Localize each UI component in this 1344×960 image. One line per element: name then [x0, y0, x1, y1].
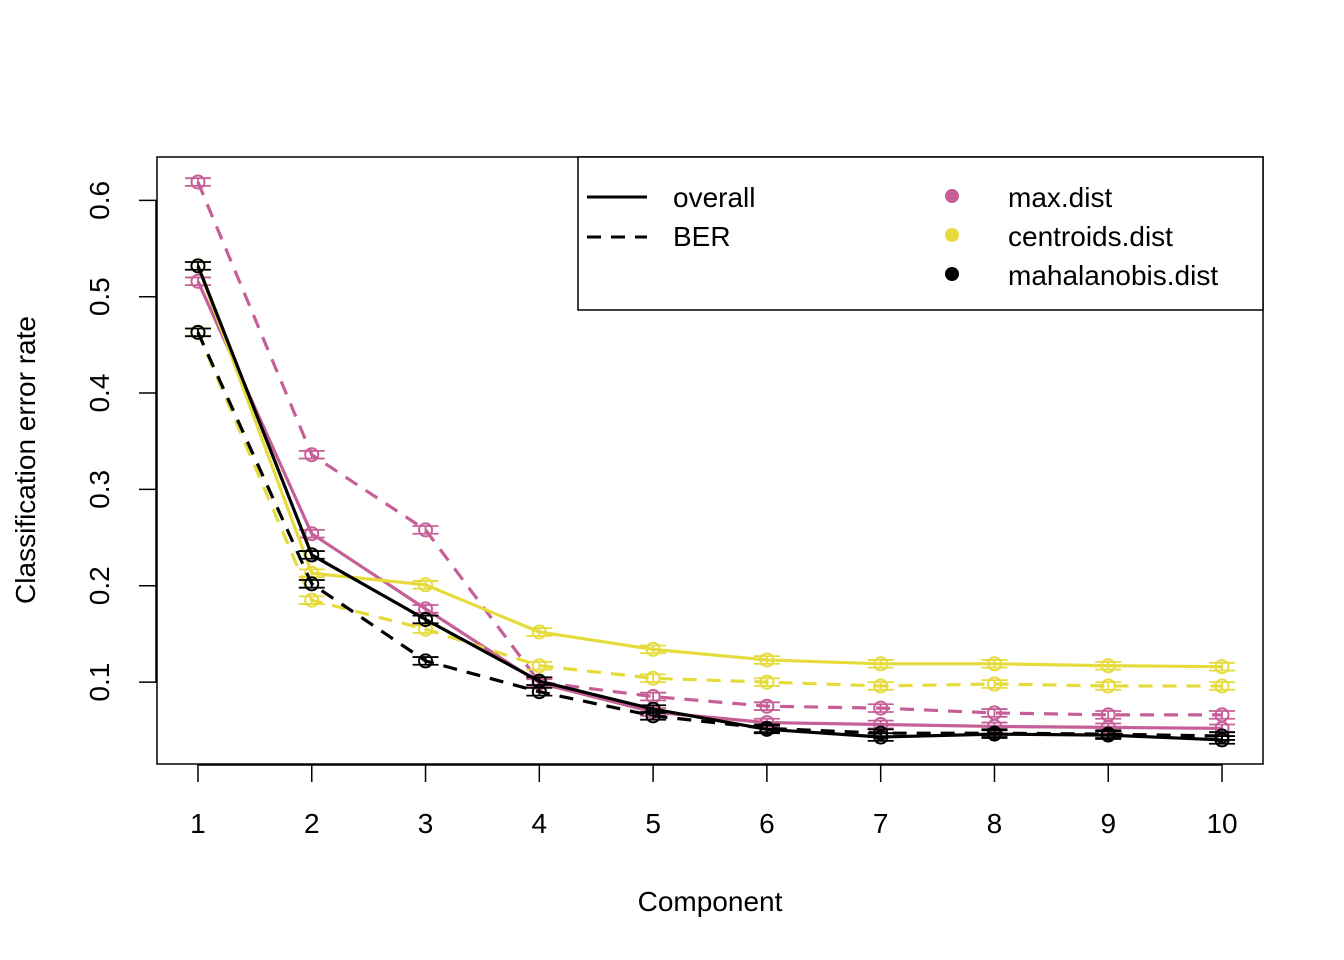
- data-point: [873, 656, 889, 672]
- data-point: [759, 652, 775, 668]
- x-tick-label: 10: [1206, 808, 1237, 839]
- data-point: [759, 720, 775, 736]
- x-tick-label: 1: [190, 808, 206, 839]
- data-point: [418, 653, 434, 669]
- data-point: [986, 676, 1002, 692]
- y-tick-label: 0.3: [84, 470, 115, 509]
- legend-max-dist-dot: [945, 189, 959, 203]
- data-point: [873, 725, 889, 741]
- x-tick-label: 3: [418, 808, 434, 839]
- x-tick-label: 7: [873, 808, 889, 839]
- data-point: [1100, 726, 1116, 742]
- series-line-mahalanobis-dist-overall: [196, 265, 1223, 742]
- x-tick-label: 4: [532, 808, 548, 839]
- data-point: [304, 576, 320, 592]
- data-point: [531, 684, 547, 700]
- data-point: [304, 592, 320, 608]
- data-point: [304, 547, 320, 563]
- data-point: [1214, 678, 1230, 694]
- data-point: [645, 641, 661, 657]
- x-tick-label: 6: [759, 808, 775, 839]
- data-point: [645, 670, 661, 686]
- series-centroids-dist-ber: [184, 324, 1236, 694]
- data-point: [645, 708, 661, 724]
- data-point: [873, 678, 889, 694]
- x-tick-label: 2: [304, 808, 320, 839]
- y-axis: 0.1 0.2 0.3 0.4 0.5 0.6: [84, 181, 157, 702]
- y-axis-label: Classification error rate: [10, 316, 41, 604]
- series-line-max-dist-overall: [196, 280, 1223, 730]
- data-point: [190, 258, 206, 274]
- legend-overall-label: overall: [673, 182, 755, 213]
- data-point: [1214, 659, 1230, 675]
- legend-mahalanobis-dist-dot: [945, 267, 959, 281]
- x-tick-label: 9: [1100, 808, 1116, 839]
- data-point: [1100, 658, 1116, 674]
- data-point: [418, 611, 434, 627]
- series-mahalanobis-dist-overall: [184, 258, 1236, 748]
- data-point: [986, 705, 1002, 721]
- series-centroids-dist-overall: [184, 258, 1236, 675]
- series-line-max-dist-ber: [196, 181, 1223, 717]
- data-point: [190, 324, 206, 340]
- series-max-dist-ber: [184, 174, 1236, 723]
- y-tick-label: 0.1: [84, 663, 115, 702]
- data-point: [418, 522, 434, 538]
- y-tick-label: 0.5: [84, 277, 115, 316]
- series-mahalanobis-dist-ber: [184, 324, 1236, 744]
- data-point: [531, 624, 547, 640]
- data-point: [1214, 707, 1230, 723]
- data-point: [1100, 678, 1116, 694]
- legend: overall BER max.dist centroids.dist maha…: [577, 156, 1264, 311]
- legend-centroids-dist-label: centroids.dist: [1008, 221, 1173, 252]
- data-point: [873, 700, 889, 716]
- data-point: [190, 174, 206, 190]
- data-point: [1214, 728, 1230, 744]
- x-axis: 1 2 3 4 5 6 7 8 9 10: [190, 764, 1238, 839]
- legend-centroids-dist-dot: [945, 228, 959, 242]
- series-line-mahalanobis-dist-ber: [196, 331, 1223, 738]
- data-point: [986, 656, 1002, 672]
- data-point: [418, 577, 434, 593]
- x-tick-label: 5: [645, 808, 661, 839]
- legend-mahalanobis-dist-label: mahalanobis.dist: [1008, 260, 1218, 291]
- data-point: [531, 658, 547, 674]
- x-axis-label: Component: [638, 886, 783, 917]
- series-layer: [184, 174, 1236, 748]
- data-point: [1100, 707, 1116, 723]
- y-tick-label: 0.6: [84, 181, 115, 220]
- series-line-centroids-dist-ber: [196, 331, 1223, 688]
- legend-max-dist-label: max.dist: [1008, 182, 1112, 213]
- series-line-centroids-dist-overall: [196, 265, 1223, 669]
- legend-box: [577, 156, 1264, 311]
- data-point: [759, 674, 775, 690]
- x-tick-label: 8: [987, 808, 1003, 839]
- legend-ber-label: BER: [673, 221, 731, 252]
- data-point: [759, 698, 775, 714]
- data-point: [986, 725, 1002, 741]
- y-tick-label: 0.4: [84, 374, 115, 413]
- y-tick-label: 0.2: [84, 566, 115, 605]
- data-point: [304, 526, 320, 542]
- data-point: [304, 447, 320, 463]
